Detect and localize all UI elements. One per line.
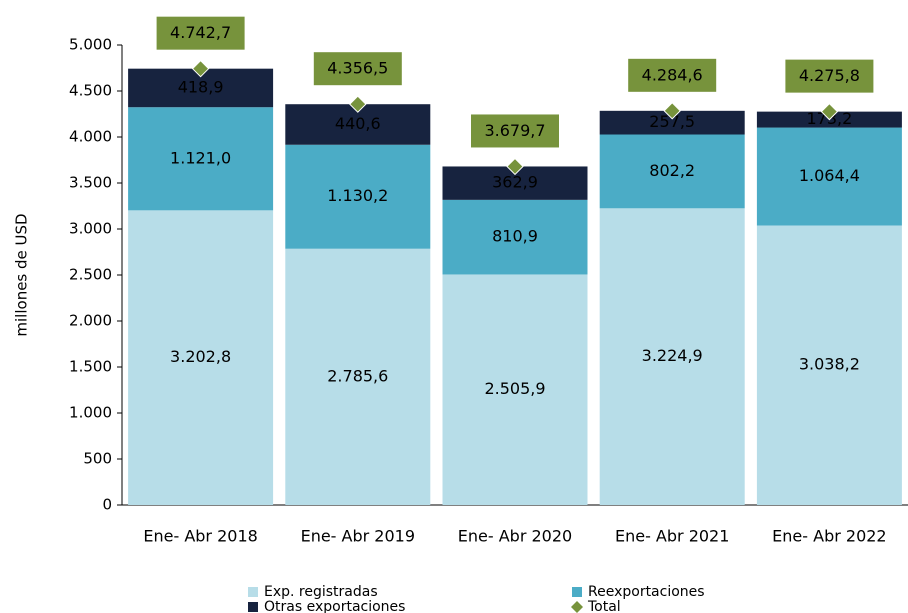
x-tick-label: Ene- Abr 2019 (301, 527, 415, 546)
y-tick-label: 2.000 (69, 312, 112, 330)
bar-segment (285, 248, 431, 505)
x-tick-label: Ene- Abr 2020 (458, 527, 572, 546)
bar-segment (128, 107, 274, 211)
total-label-box (628, 58, 717, 92)
value-label: 2.505,9 (484, 379, 545, 398)
legend-swatch (248, 587, 258, 597)
total-label: 4.742,7 (170, 23, 231, 42)
total-label: 3.679,7 (484, 121, 545, 140)
value-label: 362,9 (492, 173, 538, 192)
total-label: 4.284,6 (642, 65, 703, 84)
value-label: 3.202,8 (170, 347, 231, 366)
legend-label: Otras exportaciones (264, 599, 405, 613)
bar-segment (599, 110, 745, 135)
bar-segment (442, 199, 588, 275)
value-label: 802,2 (649, 161, 695, 180)
value-label: 440,6 (335, 114, 381, 133)
total-label-box (156, 16, 245, 50)
value-label: 2.785,6 (327, 366, 388, 385)
y-tick-label: 1.000 (69, 404, 112, 422)
y-tick-label: 500 (83, 450, 112, 468)
y-tick-label: 2.500 (69, 266, 112, 284)
total-label: 4.275,8 (799, 66, 860, 85)
total-label-box (785, 59, 874, 93)
y-tick-label: 1.500 (69, 358, 112, 376)
value-label: 1.130,2 (327, 186, 388, 205)
x-tick-label: Ene- Abr 2021 (615, 527, 729, 546)
value-label: 810,9 (492, 227, 538, 246)
bar-segment (442, 274, 588, 505)
y-tick-label: 4.000 (69, 128, 112, 146)
bar-segment (128, 210, 274, 505)
total-marker (349, 95, 367, 113)
total-marker (506, 157, 524, 176)
total-label-box (313, 52, 402, 86)
y-tick-label: 4.500 (69, 82, 112, 100)
value-label: 3.038,2 (799, 355, 860, 374)
value-label: 1.121,0 (170, 148, 231, 167)
bar-segment (285, 144, 431, 249)
legend-swatch (572, 587, 582, 597)
x-tick-label: Ene- Abr 2022 (772, 527, 886, 546)
bar-segment (756, 225, 902, 505)
y-axis-label: millones de USD (13, 213, 31, 336)
value-label: 1.064,4 (799, 166, 860, 185)
total-label-box (471, 114, 559, 148)
legend-label: Reexportaciones (588, 584, 705, 600)
total-marker (820, 102, 839, 121)
value-label: 418,9 (178, 77, 224, 96)
x-tick-label: Ene- Abr 2018 (143, 527, 257, 546)
legend-swatch (248, 602, 258, 612)
bar-segment (756, 127, 902, 226)
value-label: 3.224,9 (642, 346, 703, 365)
legend-label: Total (587, 599, 621, 613)
total-marker (191, 59, 210, 78)
y-tick-label: 5.000 (69, 36, 112, 54)
y-tick-label: 0 (102, 496, 112, 514)
legend-label: Exp. registradas (264, 584, 378, 600)
y-tick-label: 3.000 (69, 220, 112, 238)
bar-segment (599, 208, 745, 505)
value-label: 257,5 (649, 112, 695, 131)
bar-segment (599, 134, 745, 209)
legend-swatch (571, 601, 583, 613)
total-label: 4.356,5 (327, 59, 388, 78)
total-marker (663, 102, 681, 120)
y-tick-label: 3.500 (69, 174, 112, 192)
